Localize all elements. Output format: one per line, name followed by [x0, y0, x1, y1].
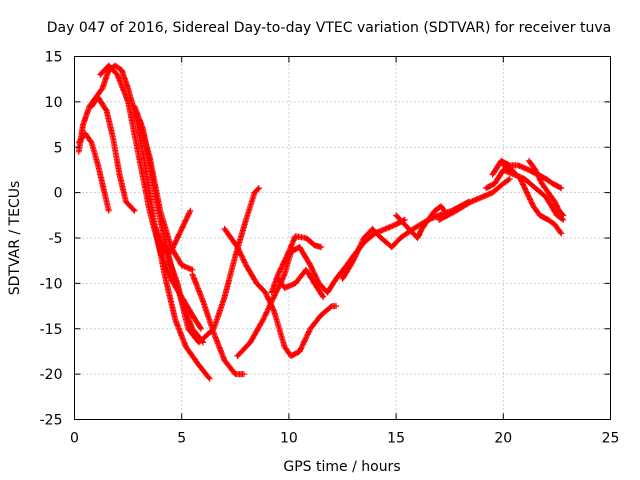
x-tick-label: 0 — [70, 431, 79, 447]
y-tick-label: 10 — [45, 95, 63, 111]
x-tick-label: 20 — [494, 431, 512, 447]
x-tick-label: 10 — [280, 431, 298, 447]
data-series-track-16 — [436, 176, 513, 223]
data-series-track-07 — [88, 94, 138, 214]
grid-lines — [74, 56, 611, 420]
data-series-track-10 — [221, 225, 340, 359]
data-series-track-15 — [393, 203, 451, 241]
data-series-track-09 — [189, 271, 247, 378]
data-series-track-04 — [135, 117, 196, 273]
data-series-track-11 — [234, 244, 331, 359]
data-series-track-12 — [268, 233, 325, 296]
y-tick-label: -25 — [40, 413, 63, 429]
axis-ticks: 0 5 10 15 20 25 -25 -20 -15 -10 -5 0 5 10 15 — [40, 50, 620, 447]
y-tick-label: 5 — [54, 140, 63, 156]
data-layer — [75, 62, 567, 382]
data-series-track-02 — [97, 62, 204, 332]
x-tick-label: 25 — [602, 431, 620, 447]
x-tick-label: 15 — [387, 431, 405, 447]
chart-title: Day 047 of 2016, Sidereal Day-to-day VTE… — [47, 20, 611, 36]
y-tick-label: -15 — [40, 322, 63, 338]
y-tick-label: 0 — [54, 186, 63, 202]
data-series-track-06 — [75, 130, 112, 214]
y-axis-label: SDTVAR / TECUs — [7, 181, 23, 296]
y-tick-label: -10 — [40, 276, 63, 292]
data-series-track-20 — [483, 166, 567, 223]
y-tick-label: 15 — [45, 50, 63, 66]
data-series-track-19 — [526, 157, 567, 219]
y-tick-label: -5 — [49, 231, 63, 247]
x-axis-label: GPS time / hours — [283, 459, 400, 475]
data-series-track-21 — [275, 266, 327, 300]
y-tick-label: -20 — [40, 367, 63, 383]
x-tick-label: 5 — [177, 431, 186, 447]
